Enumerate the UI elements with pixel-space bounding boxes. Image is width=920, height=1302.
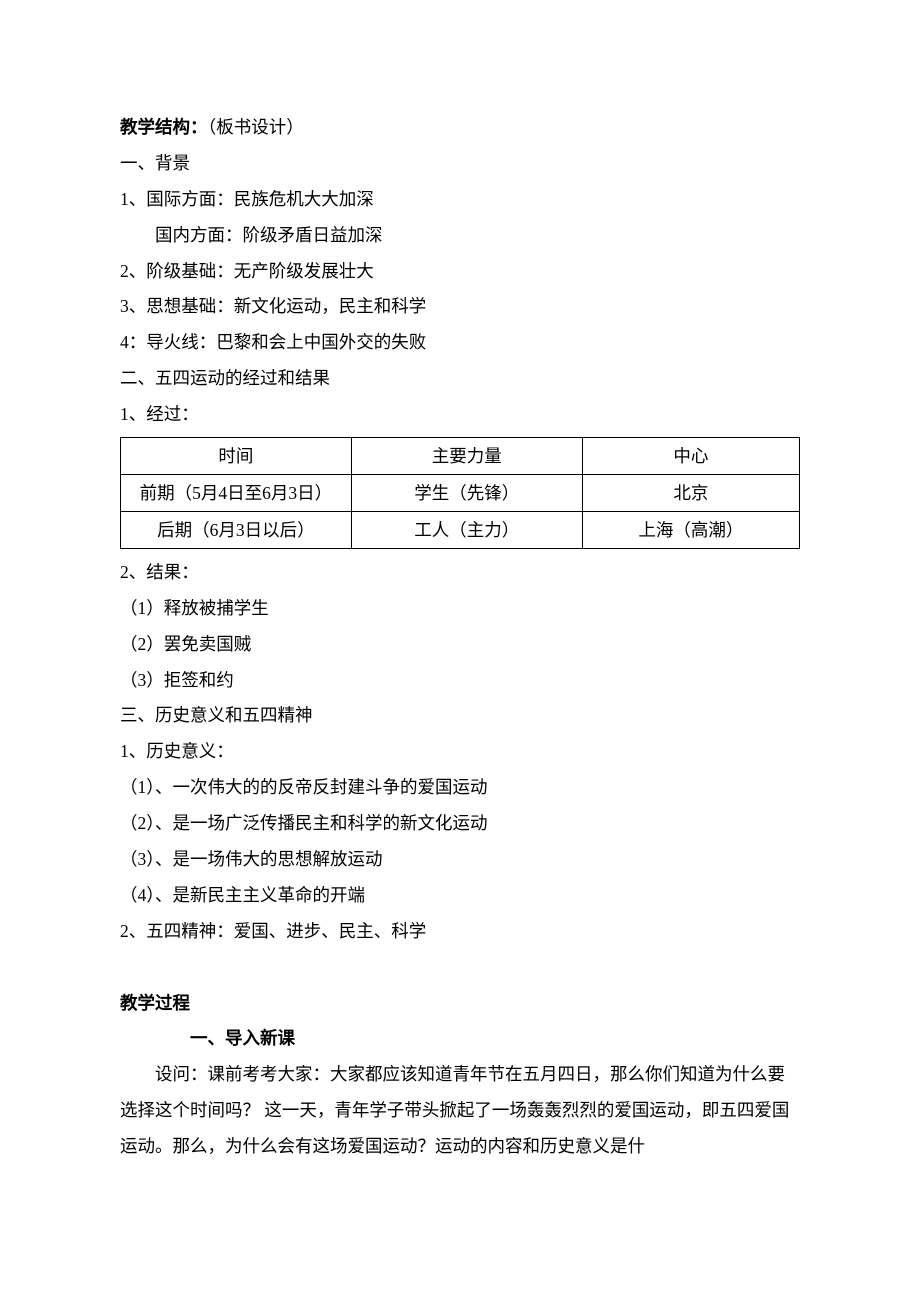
result-sub2: 2、结果： [120, 555, 800, 591]
result-2: （2）罢免卖国贼 [120, 627, 800, 663]
bg-item-1a: 1、国际方面：民族危机大大加深 [120, 182, 800, 218]
section1-heading: 一、背景 [120, 146, 800, 182]
td-r1c3: 北京 [582, 474, 799, 511]
td-r2c1: 后期（6月3日以后） [121, 511, 352, 548]
result-3: （3）拒签和约 [120, 663, 800, 699]
meaning-3: （3）、是一场伟大的思想解放运动 [120, 842, 800, 878]
spacer [120, 950, 800, 986]
intro-subheading: 一、导入新课 [120, 1021, 800, 1057]
td-r1c2: 学生（先锋） [351, 474, 582, 511]
th-force: 主要力量 [351, 437, 582, 474]
th-time: 时间 [121, 437, 352, 474]
th-center: 中心 [582, 437, 799, 474]
process-table: 时间 主要力量 中心 前期（5月4日至6月3日） 学生（先锋） 北京 后期（6月… [120, 437, 800, 549]
td-r2c2: 工人（主力） [351, 511, 582, 548]
meaning-sub1: 1、历史意义： [120, 734, 800, 770]
teaching-structure-title: 教学结构：（板书设计） [120, 110, 800, 146]
bg-item-1b: 国内方面：阶级矛盾日益加深 [120, 218, 800, 254]
teaching-process-heading: 教学过程 [120, 986, 800, 1022]
bg-item-4: 4：导火线：巴黎和会上中国外交的失败 [120, 325, 800, 361]
intro-paragraph: 设问：课前考考大家：大家都应该知道青年节在五月四日，那么你们知道为什么要选择这个… [120, 1057, 800, 1165]
section2-heading: 二、五四运动的经过和结果 [120, 361, 800, 397]
process-sub1: 1、经过： [120, 397, 800, 433]
title-note: （板书设计） [208, 117, 304, 137]
td-r1c1: 前期（5月4日至6月3日） [121, 474, 352, 511]
table-row: 后期（6月3日以后） 工人（主力） 上海（高潮） [121, 511, 800, 548]
result-1: （1）释放被捕学生 [120, 591, 800, 627]
meaning-2: （2）、是一场广泛传播民主和科学的新文化运动 [120, 806, 800, 842]
meaning-4: （4）、是新民主主义革命的开端 [120, 878, 800, 914]
section3-heading: 三、历史意义和五四精神 [120, 698, 800, 734]
document-page: 教学结构：（板书设计） 一、背景 1、国际方面：民族危机大大加深 国内方面：阶级… [0, 0, 920, 1302]
bg-item-3: 3、思想基础：新文化运动，民主和科学 [120, 289, 800, 325]
spirit-sub2: 2、五四精神：爱国、进步、民主、科学 [120, 914, 800, 950]
td-r2c3: 上海（高潮） [582, 511, 799, 548]
table-row: 前期（5月4日至6月3日） 学生（先锋） 北京 [121, 474, 800, 511]
title-label: 教学结构： [120, 117, 208, 137]
bg-item-2: 2、阶级基础：无产阶级发展壮大 [120, 254, 800, 290]
meaning-1: （1）、一次伟大的的反帝反封建斗争的爱国运动 [120, 770, 800, 806]
table-row: 时间 主要力量 中心 [121, 437, 800, 474]
